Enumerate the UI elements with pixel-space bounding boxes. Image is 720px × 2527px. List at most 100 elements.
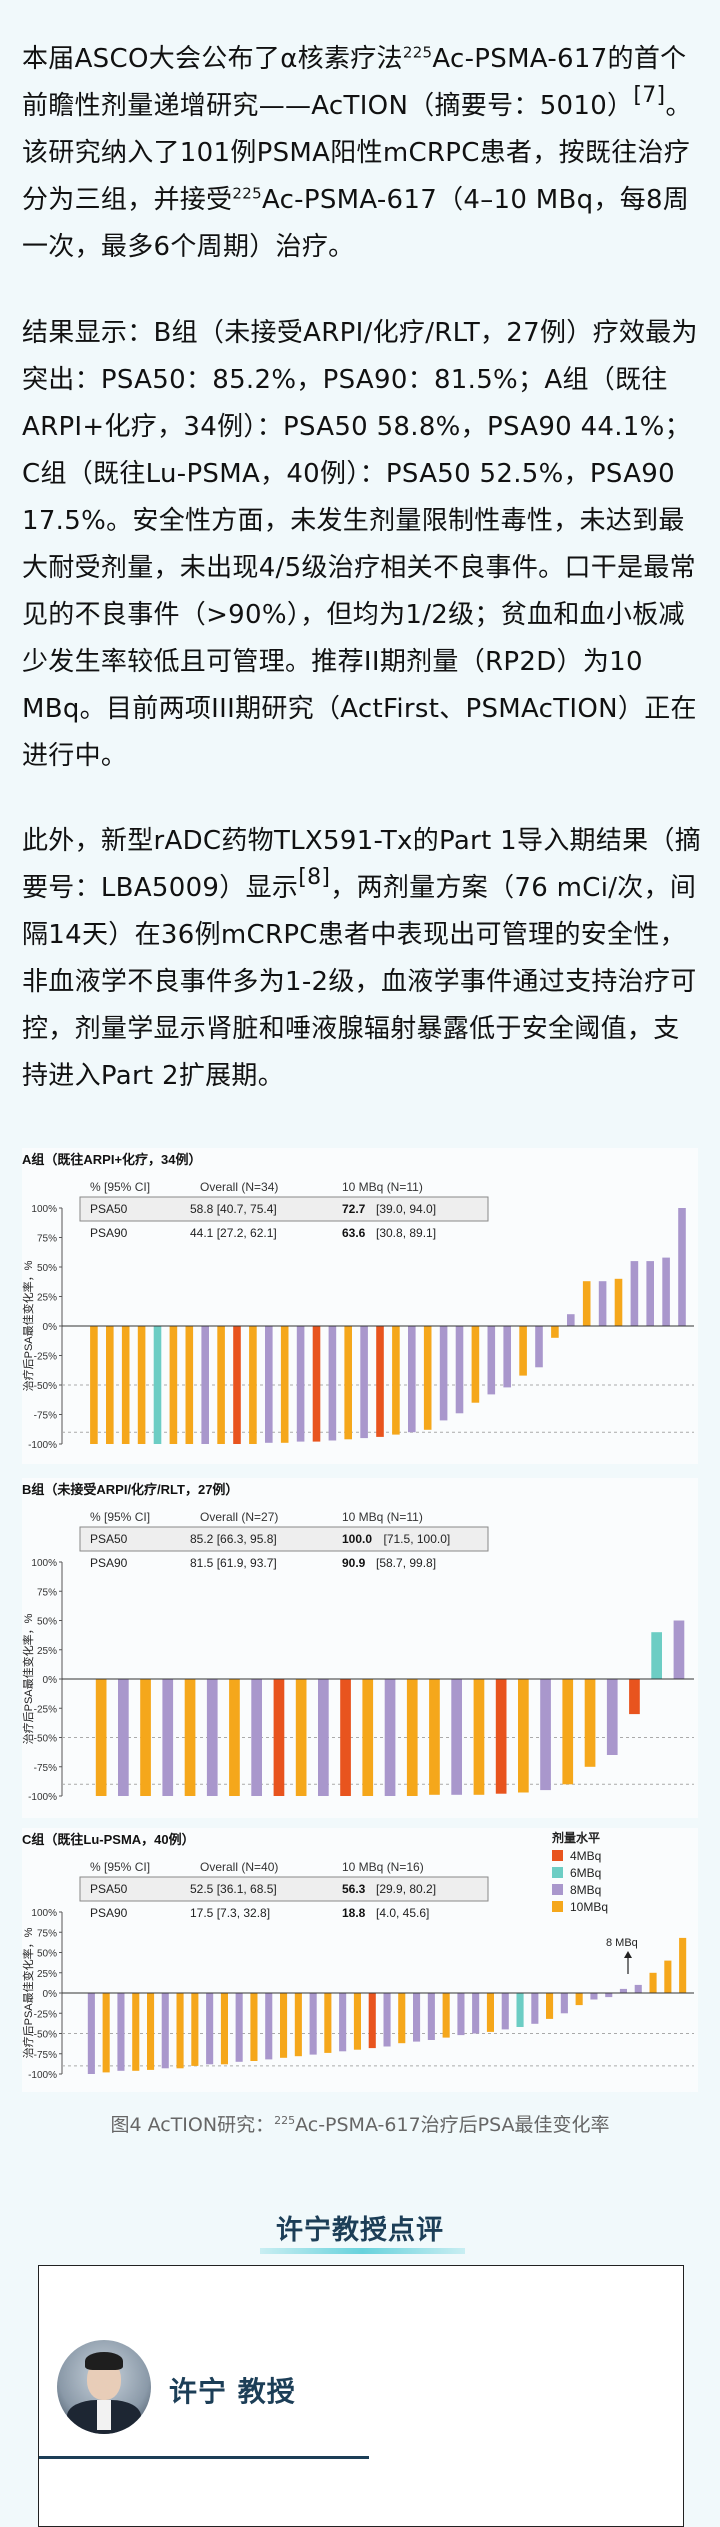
bar xyxy=(584,1679,596,1767)
bar xyxy=(646,1261,654,1326)
bar xyxy=(235,1993,243,2062)
bar xyxy=(90,1326,98,1444)
legend-swatch xyxy=(552,1850,563,1861)
bar xyxy=(140,1679,151,1796)
citation-8[interactable]: [8] xyxy=(298,865,331,890)
bar xyxy=(501,1993,509,2030)
y-tick-label: -100% xyxy=(28,1792,57,1803)
bar xyxy=(516,1993,524,2027)
bar xyxy=(546,1993,554,2019)
table-dose-value: 56.3 xyxy=(342,1882,366,1896)
bar xyxy=(294,1993,302,2057)
bar xyxy=(614,1278,623,1326)
table-header-cell: Overall (N=27) xyxy=(200,1510,278,1524)
table-header-cell: % [95% CI] xyxy=(90,1510,150,1524)
chart-group-c: C组（既往Lu-PSMA，40例） 治疗后PSA最佳变化率，% 100% 75% 50%… xyxy=(22,1830,694,2081)
y-tick-label: -25% xyxy=(34,2009,57,2020)
bar xyxy=(121,1326,130,1444)
y-tick-label: 50% xyxy=(37,1617,57,1628)
bar xyxy=(273,1679,285,1796)
bar xyxy=(368,1993,376,2049)
bar xyxy=(117,1993,125,2071)
expert-card: 许宁 教授 xyxy=(38,2265,684,2527)
figure-caption: 图4 AcTION研究：225Ac-PSMA-617治疗后PSA最佳变化率 xyxy=(110,2114,610,2136)
bar xyxy=(249,1326,257,1444)
table-header-cell: Overall (N=40) xyxy=(200,1860,278,1874)
bar xyxy=(201,1326,209,1444)
table-highlight-box xyxy=(79,1876,489,1902)
y-tick-label: 75% xyxy=(37,1928,57,1939)
bar xyxy=(551,1326,559,1338)
y-tick-label: 100% xyxy=(31,1558,57,1569)
y-axis-label: 治疗后PSA最佳变化率，% xyxy=(22,1927,35,2058)
avatar xyxy=(57,2340,151,2434)
bar xyxy=(567,1314,575,1326)
chart-panel-c: C组（既往Lu-PSMA，40例） 治疗后PSA最佳变化率，% 100% 75% 50%… xyxy=(22,1828,698,2092)
annotation-arrowhead xyxy=(624,1951,632,1958)
bar xyxy=(95,1679,107,1796)
bar xyxy=(649,1972,657,1994)
table-row-label: PSA50 xyxy=(90,1532,128,1546)
table-row-label: PSA90 xyxy=(90,1226,128,1240)
bar xyxy=(486,1993,494,2032)
table-header-cell: 10 MBq (N=11) xyxy=(342,1510,423,1524)
bar xyxy=(455,1326,464,1414)
y-axis-label: 治疗后PSA最佳变化率，% xyxy=(22,1613,35,1744)
chart-panel-a: A组（既往ARPI+化疗，34例） 治疗后PSA最佳变化率，% 100% 75% 50%… xyxy=(22,1148,698,1464)
y-tick-label: 50% xyxy=(37,1949,57,1960)
table-dose-ci: [39.0, 94.0] xyxy=(376,1202,436,1216)
table-highlight-box xyxy=(79,1526,489,1552)
bar xyxy=(102,1993,110,2073)
table-header-cell: 10 MBq (N=11) xyxy=(342,1180,423,1194)
table-dose-value: 63.6 xyxy=(342,1226,366,1240)
legend-swatch xyxy=(552,1884,563,1895)
bar xyxy=(562,1679,574,1785)
table-dose-ci: [30.8, 89.1] xyxy=(376,1226,436,1240)
bar xyxy=(423,1326,432,1430)
bar xyxy=(250,1993,258,2061)
y-tick-label: 25% xyxy=(37,1969,57,1980)
y-tick-label: 25% xyxy=(37,1646,57,1657)
professor-name: 许宁 教授 xyxy=(169,2375,296,2408)
table-header-cell: % [95% CI] xyxy=(90,1860,150,1874)
y-axis-label: 治疗后PSA最佳变化率，% xyxy=(22,1260,35,1391)
bar xyxy=(495,1679,507,1794)
bar xyxy=(590,1993,598,2000)
bar xyxy=(106,1326,114,1444)
bar xyxy=(251,1679,262,1796)
bar xyxy=(439,1326,448,1421)
bar xyxy=(169,1326,178,1444)
table-header-cell: % [95% CI] xyxy=(90,1180,150,1194)
bar xyxy=(161,1993,169,2069)
bar xyxy=(339,1993,347,2052)
bar xyxy=(296,1326,305,1442)
bar xyxy=(147,1993,155,2070)
bar xyxy=(531,1993,539,2024)
y-tick-label: -50% xyxy=(34,1381,57,1392)
bar xyxy=(220,1993,228,2065)
bar xyxy=(664,1960,672,1993)
bar xyxy=(451,1679,462,1795)
bar xyxy=(137,1326,146,1444)
citation-7[interactable]: [7] xyxy=(633,83,666,108)
bar xyxy=(427,1993,435,2040)
table-dose-value: 100.0 xyxy=(342,1532,372,1546)
legend-swatch xyxy=(552,1867,563,1878)
bar xyxy=(634,1984,642,1993)
table-overall-cell: 85.2 [66.3, 95.8] xyxy=(190,1532,277,1546)
legend-label: 6MBq xyxy=(570,1866,601,1880)
y-tick-label: 50% xyxy=(37,1263,57,1274)
bar xyxy=(353,1993,361,2050)
y-tick-label: 100% xyxy=(31,1204,57,1215)
bar xyxy=(473,1679,485,1795)
bar xyxy=(383,1993,391,2047)
bar xyxy=(318,1679,329,1796)
bar xyxy=(651,1632,662,1679)
y-tick-label: -50% xyxy=(34,2030,57,2041)
paragraph-results: 结果显示：B组（未接受ARPI/化疗/RLT，27例）疗效最为突出：PSA50：… xyxy=(22,318,698,771)
bar xyxy=(457,1993,465,2036)
bar xyxy=(575,1993,583,2006)
bar xyxy=(471,1326,480,1403)
table-overall-cell: 58.8 [40.7, 75.4] xyxy=(190,1202,277,1216)
bar xyxy=(295,1679,307,1796)
